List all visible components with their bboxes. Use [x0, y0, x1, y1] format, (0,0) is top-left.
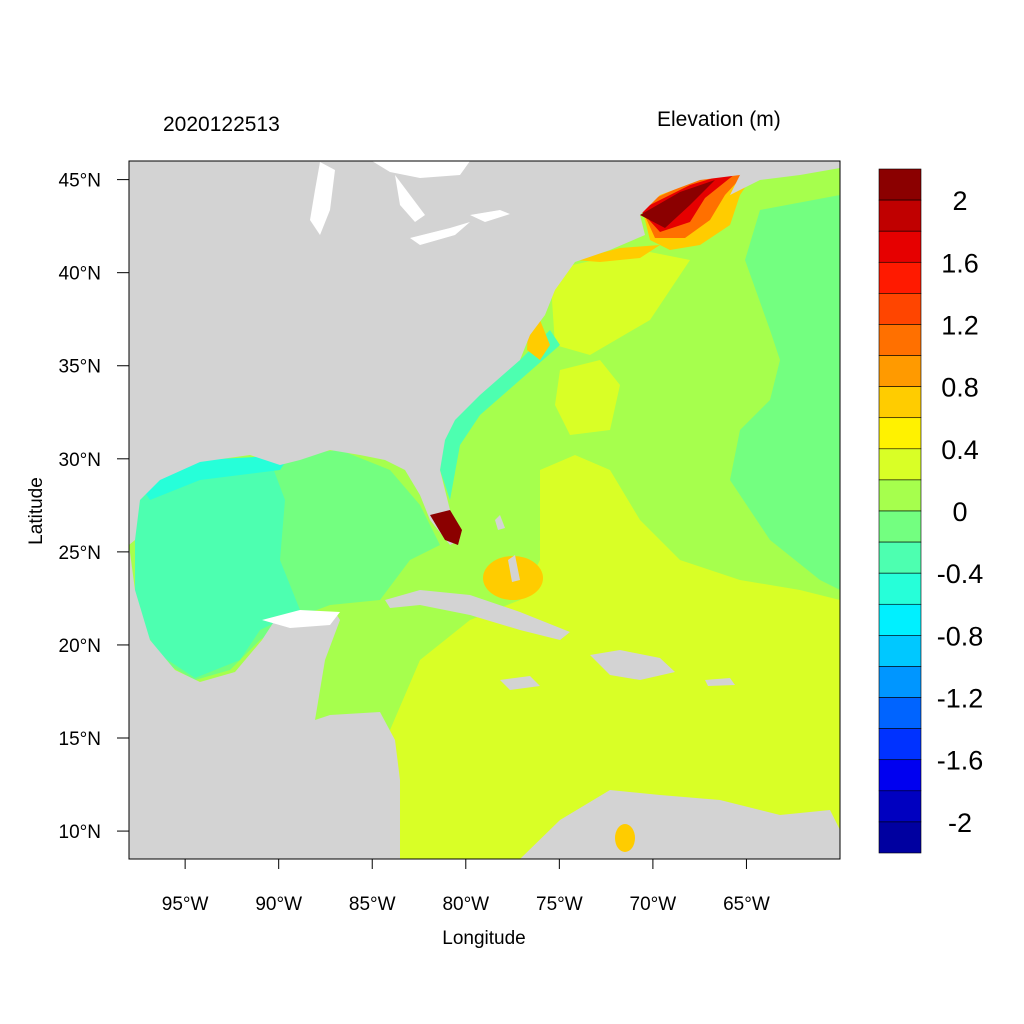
- colorbar-segment: [878, 293, 922, 325]
- jamaica: [500, 676, 540, 690]
- colorbar-segment: [878, 821, 922, 854]
- lake-huron: [395, 175, 425, 222]
- colorbar-segment: [878, 261, 922, 294]
- lon-tick-label: 70°W: [630, 894, 677, 915]
- colorbar: [878, 168, 922, 854]
- atlantic-patch: [555, 360, 620, 435]
- y-axis-label: Latitude: [26, 477, 47, 545]
- bahamas-island-1: [495, 515, 505, 530]
- colorbar-label: -2: [948, 808, 972, 838]
- colorbar-label: -0.8: [937, 621, 984, 651]
- lake-michigan: [310, 162, 335, 235]
- lat-tick-label: 30°N: [59, 450, 101, 471]
- colorbar-label: -0.4: [937, 559, 984, 589]
- lat-tick-label: 15°N: [59, 729, 101, 750]
- lake-superior: [372, 161, 470, 178]
- colorbar-segment: [878, 510, 922, 543]
- colorbar-segment: [878, 417, 922, 450]
- lon-tick-label: 85°W: [349, 894, 396, 915]
- colorbar-label: 0.4: [941, 435, 979, 465]
- north-america-land: [129, 161, 765, 545]
- colorbar-label: 0: [952, 497, 967, 527]
- long-island-sound-surge: [575, 245, 660, 262]
- south-america-land: [520, 790, 840, 859]
- cuba: [385, 590, 570, 640]
- lat-tick-label: 25°N: [59, 543, 101, 564]
- colorbar-segment: [878, 759, 922, 792]
- colorbar-segment: [878, 666, 922, 698]
- lat-tick-label: 40°N: [59, 264, 101, 285]
- lake-ontario: [470, 210, 510, 222]
- colorbar-label: 2: [952, 186, 967, 216]
- lat-tick-label: 45°N: [59, 171, 101, 192]
- hispaniola: [590, 650, 675, 680]
- atlantic-east-band: [730, 195, 840, 590]
- lon-tick-label: 65°W: [723, 894, 770, 915]
- western-gulf: [135, 460, 300, 678]
- colorbar-label: 1.2: [941, 310, 979, 340]
- lon-tick-label: 95°W: [162, 894, 209, 915]
- puerto-rico: [705, 678, 735, 686]
- lat-tick-label: 35°N: [59, 357, 101, 378]
- timestamp-label: 2020122513: [163, 113, 280, 136]
- lon-tick-label: 80°W: [442, 894, 489, 915]
- midatlantic-patch: [550, 250, 690, 355]
- lon-tick-label: 90°W: [255, 894, 302, 915]
- longitude-ticks: 95°W 90°W 85°W 80°W 75°W 70°W 65°W: [162, 859, 770, 915]
- colorbar-label: 1.6: [941, 248, 979, 278]
- latitude-ticks: 45°N 40°N 35°N 30°N 25°N 20°N 15°N 10°N: [59, 171, 129, 843]
- lake-erie: [410, 222, 470, 245]
- colorbar-segment: [878, 790, 922, 823]
- colorbar-segment: [878, 635, 922, 667]
- colorbar-segment: [878, 541, 922, 574]
- maracaibo-lake: [615, 824, 635, 852]
- colorbar-label: -1.2: [937, 684, 984, 714]
- colorbar-label: -1.6: [937, 746, 984, 776]
- bahamas-island-2: [508, 555, 520, 582]
- colorbar-segment: [878, 697, 922, 729]
- mexico-central-america-land: [129, 545, 400, 859]
- colorbar-segment: [878, 603, 922, 636]
- map-area: [129, 161, 840, 859]
- lat-tick-label: 20°N: [59, 636, 101, 657]
- colorbar-segment: [878, 386, 922, 419]
- colorbar-segment: [878, 572, 922, 605]
- x-axis-label: Longitude: [442, 928, 525, 949]
- maritimes-land: [730, 161, 840, 195]
- lon-tick-label: 75°W: [536, 894, 583, 915]
- gulf-coast-shelf: [140, 455, 290, 500]
- lat-tick-label: 10°N: [59, 822, 101, 843]
- florida-surge: [430, 510, 462, 545]
- colorbar-segment: [878, 230, 922, 263]
- colorbar-segment: [878, 168, 922, 201]
- colorbar-segment: [878, 199, 922, 232]
- colorbar-segment: [878, 324, 922, 356]
- map-frame: [128, 160, 841, 860]
- yucatan-shelf-edge: [262, 610, 340, 628]
- colorbar-segment: [878, 355, 922, 387]
- colorbar-label: 0.8: [941, 373, 979, 403]
- northeast-surge-core: [640, 180, 715, 228]
- colorbar-segment: [878, 479, 922, 512]
- variable-title: Elevation (m): [657, 108, 781, 131]
- colorbar-segment: [878, 448, 922, 481]
- colorbar-labels: 2 1.6 1.2 0.8 0.4 0 -0.4 -0.8 -1.2 -1.6 -2: [937, 186, 984, 838]
- colorbar-segment: [878, 728, 922, 761]
